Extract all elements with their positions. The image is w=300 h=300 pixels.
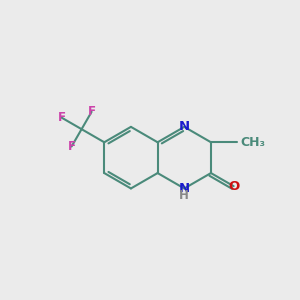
Text: F: F (58, 111, 66, 124)
Text: N: N (179, 120, 190, 134)
Text: N: N (179, 182, 190, 195)
Text: F: F (68, 140, 76, 153)
Text: O: O (228, 180, 239, 193)
Text: CH₃: CH₃ (240, 136, 265, 149)
Text: H: H (179, 189, 189, 202)
Text: F: F (88, 105, 96, 118)
